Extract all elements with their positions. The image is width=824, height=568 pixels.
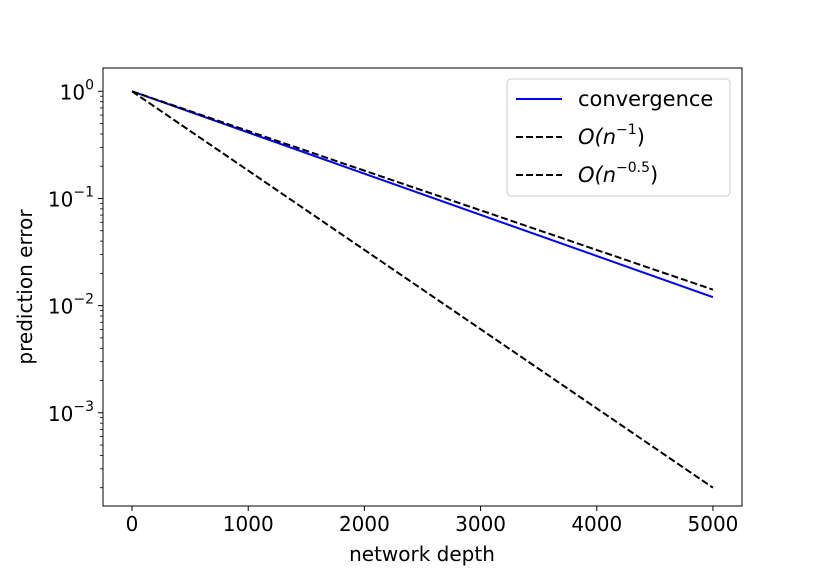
legend: convergence O(n−1) O(n−0.5) bbox=[506, 78, 731, 197]
legend-label-1: O(n−1) bbox=[578, 122, 645, 149]
y-axis-label: prediction error bbox=[13, 209, 37, 365]
x-axis-ticks: 0 1000 2000 3000 4000 5000 bbox=[126, 506, 739, 536]
legend-box bbox=[506, 78, 731, 197]
x-tick-label: 4000 bbox=[571, 512, 622, 536]
x-tick-label: 2000 bbox=[339, 512, 390, 536]
plot-frame bbox=[102, 67, 743, 507]
x-tick-label: 3000 bbox=[455, 512, 506, 536]
x-axis-label: network depth bbox=[349, 542, 495, 566]
y-tick-label: 10−3 bbox=[48, 399, 94, 426]
legend-label-0: convergence bbox=[578, 87, 713, 111]
x-tick-label: 1000 bbox=[223, 512, 274, 536]
series-line-1 bbox=[131, 90, 714, 489]
y-axis-ticks: 100 10−1 10−2 10−3 bbox=[48, 77, 103, 489]
y-tick-label: 10−1 bbox=[48, 184, 94, 211]
x-tick-label: 5000 bbox=[688, 512, 739, 536]
y-tick-label: 10−2 bbox=[48, 292, 94, 319]
series-lines bbox=[131, 90, 714, 489]
series-line-0 bbox=[131, 90, 714, 299]
series-line-2 bbox=[131, 90, 714, 291]
y-tick-label: 100 bbox=[60, 77, 94, 104]
x-tick-label: 0 bbox=[126, 512, 139, 536]
legend-label-2: O(n−0.5) bbox=[578, 160, 658, 187]
